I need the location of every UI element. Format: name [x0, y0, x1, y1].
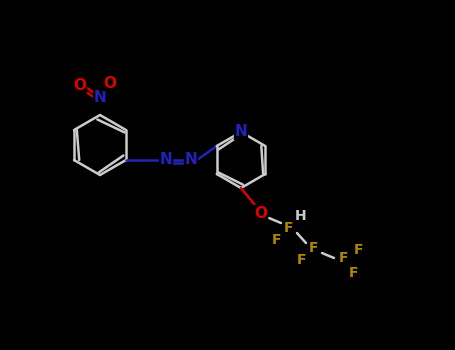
Text: F: F	[297, 253, 307, 267]
Text: F: F	[272, 233, 282, 247]
Text: H: H	[295, 209, 307, 223]
Text: O: O	[74, 77, 86, 92]
Text: N: N	[160, 153, 172, 168]
Text: N: N	[185, 153, 197, 168]
Text: N: N	[94, 90, 106, 105]
Text: F: F	[309, 241, 319, 255]
Text: F: F	[349, 266, 359, 280]
Text: F: F	[354, 243, 364, 257]
Text: O: O	[254, 205, 268, 220]
Text: F: F	[339, 251, 349, 265]
Text: F: F	[284, 221, 294, 235]
Text: N: N	[235, 125, 248, 140]
Text: O: O	[103, 76, 116, 91]
